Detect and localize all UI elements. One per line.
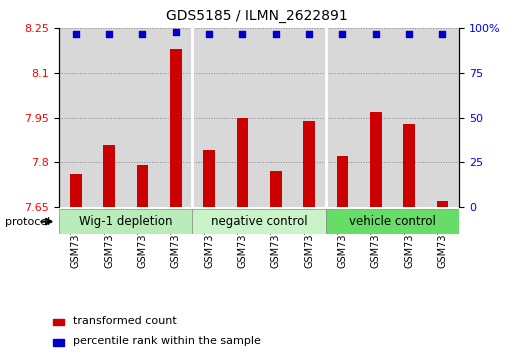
Bar (192, 28, 226, 207)
Bar (59, 209, 192, 234)
Bar (226, 28, 259, 207)
Bar (359, 28, 392, 207)
Bar (136, 165, 148, 207)
Bar (103, 144, 115, 207)
Bar (203, 150, 215, 207)
Bar (192, 209, 326, 234)
Bar (403, 124, 415, 207)
Text: GDS5185 / ILMN_2622891: GDS5185 / ILMN_2622891 (166, 9, 347, 23)
Point (271, 31, 280, 36)
Bar (70, 174, 82, 207)
Bar (259, 28, 292, 207)
Bar (92, 28, 126, 207)
Bar (53, 319, 64, 325)
Bar (270, 171, 282, 207)
Text: negative control: negative control (211, 215, 307, 228)
Point (338, 31, 346, 36)
Point (205, 31, 213, 36)
Point (371, 31, 380, 36)
Bar (426, 28, 459, 207)
Bar (170, 49, 182, 207)
Bar (159, 28, 192, 207)
Point (171, 29, 180, 35)
Bar (236, 118, 248, 207)
Bar (126, 28, 159, 207)
Text: protocol: protocol (5, 217, 50, 227)
Text: percentile rank within the sample: percentile rank within the sample (73, 336, 261, 346)
Point (405, 31, 413, 36)
Point (71, 31, 80, 36)
Point (238, 31, 246, 36)
Point (105, 31, 113, 36)
Bar (370, 112, 382, 207)
Bar (392, 28, 426, 207)
Bar (303, 121, 315, 207)
Bar (437, 201, 448, 207)
Point (138, 31, 146, 36)
Point (305, 31, 313, 36)
Text: vehicle control: vehicle control (349, 215, 436, 228)
Text: transformed count: transformed count (73, 315, 176, 326)
Bar (59, 28, 92, 207)
Bar (326, 28, 359, 207)
Bar (53, 339, 64, 346)
Bar (326, 209, 459, 234)
Bar (292, 28, 326, 207)
Text: Wig-1 depletion: Wig-1 depletion (79, 215, 172, 228)
Point (438, 31, 446, 36)
Bar (337, 156, 348, 207)
